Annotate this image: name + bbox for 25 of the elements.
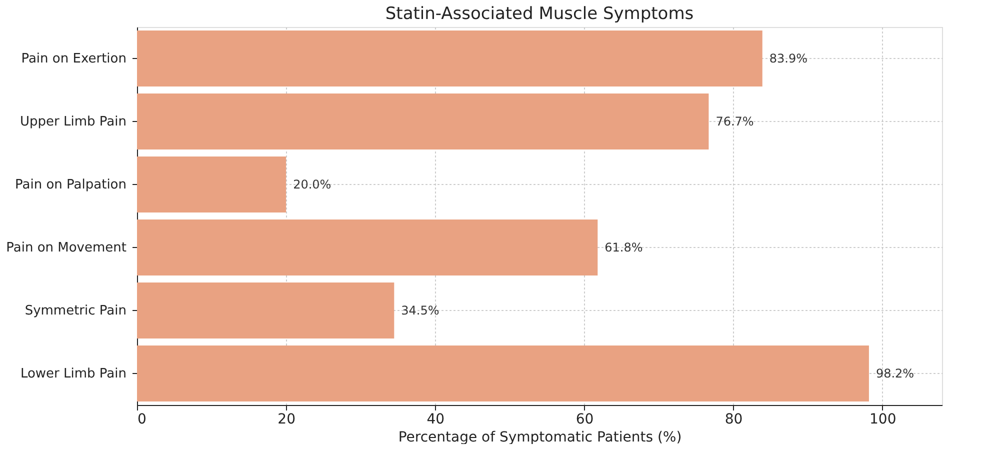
chart-title: Statin-Associated Muscle Symptoms bbox=[385, 4, 694, 24]
bar bbox=[137, 282, 394, 338]
bar bbox=[137, 30, 762, 86]
data-label: 76.7% bbox=[716, 114, 754, 128]
y-tick-label: Lower Limb Pain bbox=[20, 366, 126, 382]
bar bbox=[137, 94, 709, 150]
x-tick-label: 100 bbox=[870, 412, 896, 428]
x-tick-label: 60 bbox=[576, 412, 594, 428]
y-tick-label: Pain on Palpation bbox=[15, 178, 126, 192]
x-tick-label: 80 bbox=[724, 412, 743, 428]
data-label: 98.2% bbox=[876, 366, 914, 380]
y-tick-label: Pain on Movement bbox=[6, 240, 126, 256]
y-tick-label: Upper Limb Pain bbox=[20, 114, 126, 130]
data-label: 83.9% bbox=[769, 52, 808, 66]
data-label: 61.8% bbox=[604, 240, 643, 254]
y-tick-label: Pain on Exertion bbox=[21, 52, 126, 66]
y-tick-label: Symmetric Pain bbox=[24, 304, 126, 318]
x-tick-label: 40 bbox=[426, 412, 445, 428]
x-tick-label: 0 bbox=[138, 412, 146, 428]
data-label: 20.0% bbox=[293, 178, 332, 192]
bar bbox=[137, 220, 598, 276]
bar bbox=[137, 346, 869, 402]
bar bbox=[137, 156, 286, 212]
data-label: 34.5% bbox=[401, 304, 440, 318]
x-tick-label: 20 bbox=[278, 412, 296, 428]
